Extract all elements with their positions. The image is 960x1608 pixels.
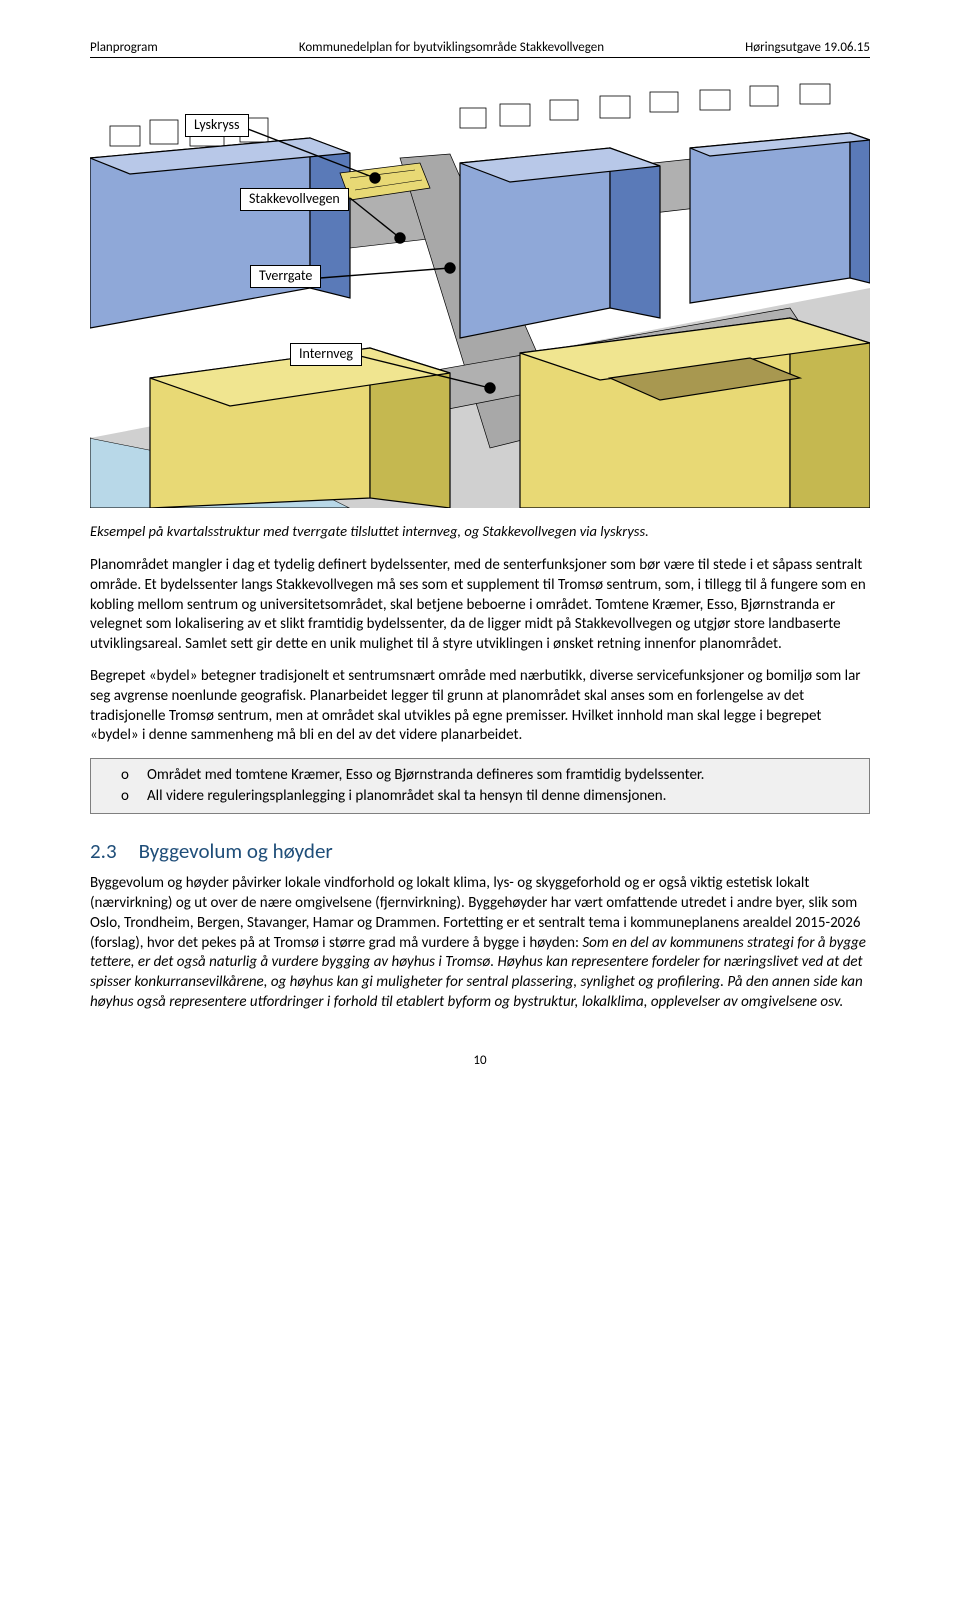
- bullet-marker: o: [121, 786, 147, 807]
- bullet-marker: o: [121, 765, 147, 786]
- figure-3d-urban-plan: Lyskryss Stakkevollvegen Tverrgate Inter…: [90, 78, 870, 508]
- paragraph-2: Begrepet «bydel» betegner tradisjonelt e…: [90, 667, 870, 746]
- highlight-box: o Området med tomtene Kræmer, Esso og Bj…: [90, 758, 870, 814]
- header-right: Høringsutgave 19.06.15: [745, 40, 870, 55]
- callout-stakkevollvegen: Stakkevollvegen: [240, 188, 349, 211]
- section-heading: 2.3 Byggevolum og høyder: [90, 838, 870, 864]
- callout-label: Stakkevollvegen: [249, 190, 340, 207]
- bullet-text: Området med tomtene Kræmer, Esso og Bjør…: [147, 765, 704, 786]
- page-number: 10: [90, 1053, 870, 1068]
- figure-caption: Eksempel på kvartalsstruktur med tverrga…: [90, 522, 870, 540]
- bullet-item: o All videre reguleringsplanlegging i pl…: [121, 786, 859, 807]
- bullet-text: All videre reguleringsplanlegging i plan…: [147, 786, 666, 807]
- callout-tverrgate: Tverrgate: [250, 265, 321, 288]
- paragraph-3: Byggevolum og høyder påvirker lokale vin…: [90, 874, 870, 1013]
- callout-lyskryss: Lyskryss: [185, 114, 249, 137]
- urban-3d-illustration: [90, 78, 870, 508]
- bullet-item: o Området med tomtene Kræmer, Esso og Bj…: [121, 765, 859, 786]
- paragraph-1: Planområdet mangler i dag et tydelig def…: [90, 556, 870, 655]
- callout-label: Internveg: [299, 345, 353, 362]
- callout-label: Lyskryss: [194, 116, 240, 133]
- callout-internveg: Internveg: [290, 343, 362, 366]
- section-title: Byggevolum og høyder: [139, 838, 333, 864]
- callout-label: Tverrgate: [259, 267, 312, 284]
- page-header: Planprogram Kommunedelplan for byutvikli…: [90, 40, 870, 58]
- header-left: Planprogram: [90, 40, 158, 55]
- header-center: Kommunedelplan for byutviklingsområde St…: [299, 40, 604, 55]
- section-number: 2.3: [90, 838, 117, 864]
